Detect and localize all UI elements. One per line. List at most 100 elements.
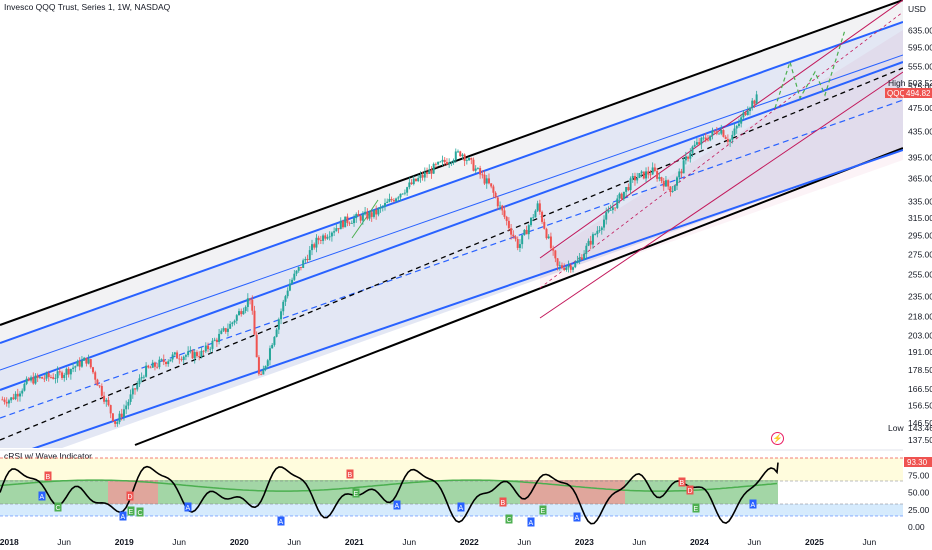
candle-body [607, 210, 610, 213]
candle-body [12, 397, 15, 400]
candle-body [523, 229, 526, 236]
candle-body [189, 350, 192, 352]
candle-body [49, 377, 52, 378]
price-tick-label: 146.50 [908, 418, 932, 428]
candle-body [580, 257, 583, 260]
candle-body [326, 237, 329, 239]
svg-text:E: E [354, 491, 359, 498]
candle-body [246, 298, 249, 307]
wave-marker: A [184, 502, 192, 512]
time-tick-label: 2022 [460, 537, 479, 547]
candle-body [280, 311, 283, 320]
candle-body [156, 366, 159, 368]
svg-text:A: A [751, 502, 756, 509]
candle-body [563, 267, 566, 270]
candle-body [138, 378, 141, 385]
svg-text:C: C [56, 505, 61, 512]
candle-body [552, 248, 555, 251]
candle-body [182, 356, 185, 360]
svg-text:B: B [348, 472, 353, 479]
candle-body [481, 174, 484, 176]
candle-body [5, 401, 8, 404]
candle-body [52, 377, 55, 379]
price-tick-label: 203.00 [908, 331, 932, 341]
candle-body [1, 399, 4, 401]
time-tick-label: Jun [402, 537, 416, 547]
candle-body [364, 211, 367, 215]
candle-body [14, 393, 17, 400]
candle-body [591, 234, 594, 245]
candle-body [153, 362, 156, 367]
svg-text:B: B [46, 474, 51, 481]
svg-text:Low: Low [888, 423, 904, 433]
svg-text:A: A [40, 494, 45, 501]
candle-body [751, 100, 754, 108]
candle-body [720, 130, 723, 134]
candle-body [251, 299, 254, 311]
candle-body [333, 231, 336, 233]
candle-body [715, 131, 718, 134]
candle-body [215, 339, 218, 342]
price-tick-label: 435.00 [908, 127, 932, 137]
wave-marker: B [678, 477, 686, 487]
candle-body [355, 214, 358, 219]
candle-body [649, 174, 652, 176]
svg-text:High: High [888, 78, 906, 88]
candle-body [647, 171, 650, 175]
price-axis[interactable]: 635.00 595.00 555.00 515.00 475.00 435.00 395.… [908, 25, 932, 445]
candle-body [313, 244, 316, 248]
candle-body [618, 193, 621, 199]
candle-body [470, 157, 473, 160]
candle-body [636, 177, 639, 181]
candle-body [651, 167, 654, 175]
candle-body [401, 193, 404, 195]
candle-body [642, 171, 645, 179]
candle-body [242, 310, 245, 315]
candle-body [406, 187, 409, 193]
time-tick-label: 2018 [0, 537, 19, 547]
candle-body [622, 191, 625, 199]
last-price-flag: QQQ 494.82 [885, 88, 932, 98]
candle-body [682, 160, 685, 174]
candle-body [656, 171, 659, 179]
candle-body [268, 348, 271, 361]
candle-body [328, 236, 331, 238]
candle-body [408, 182, 411, 188]
candle-body [69, 368, 72, 375]
high-flag: High 503.52 [888, 78, 932, 88]
candle-body [392, 200, 395, 202]
candle-body [233, 320, 236, 323]
candle-body [89, 359, 92, 368]
candle-body [503, 210, 506, 217]
wave-marker: A [749, 499, 757, 509]
lightning-icon[interactable]: ⚡ [771, 432, 784, 445]
candle-body [213, 339, 216, 341]
candle-body [273, 336, 276, 345]
candle-body [7, 400, 10, 404]
candle-body [388, 198, 391, 202]
candle-body [483, 174, 486, 184]
candle-body [83, 357, 86, 361]
candle-body [120, 413, 123, 417]
candle-body [10, 397, 13, 401]
candle-body [476, 168, 479, 169]
candle-body [129, 394, 132, 402]
candle-body [218, 333, 221, 342]
time-axis[interactable]: 2018 Jun 2019 Jun 2020 Jun 2021 Jun 2022 Jun 2023 J… [0, 537, 876, 547]
candle-body [21, 390, 24, 394]
candle-body [184, 355, 187, 357]
candle-body [474, 168, 477, 171]
candle-body [594, 234, 597, 235]
candle-body [299, 266, 302, 268]
candle-body [361, 214, 364, 221]
candle-body [118, 413, 121, 423]
candle-body [667, 180, 670, 187]
candle-body [30, 377, 33, 381]
candle-body [255, 334, 258, 358]
candle-body [397, 197, 400, 199]
price-tick-label: 555.00 [908, 61, 932, 71]
candle-body [587, 240, 590, 246]
candle-body [381, 206, 384, 208]
time-tick-label: Jun [632, 537, 646, 547]
